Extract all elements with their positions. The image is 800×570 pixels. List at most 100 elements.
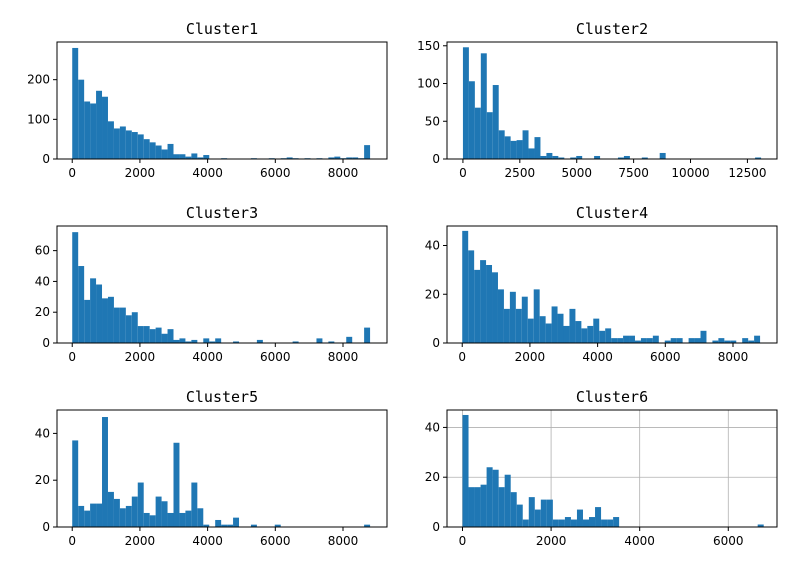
y-tick-label: 40 — [425, 239, 440, 253]
histogram-bar — [742, 338, 749, 343]
histogram-bar — [191, 482, 198, 527]
histogram-bar — [102, 298, 108, 343]
histogram-bar — [149, 142, 156, 159]
histogram-bar — [533, 289, 540, 343]
x-tick-label: 0 — [68, 166, 76, 180]
x-tick-label: 10000 — [671, 166, 709, 180]
histogram-bar — [557, 313, 564, 343]
x-tick-label: 6000 — [260, 166, 291, 180]
histogram-bar — [107, 491, 114, 527]
histogram-bar — [113, 128, 120, 159]
histogram-bar — [90, 503, 97, 527]
histogram-bar — [545, 323, 552, 343]
histogram-bar — [498, 487, 505, 527]
histogram-bar — [107, 121, 114, 159]
histogram-bar — [492, 85, 499, 159]
histogram-bar — [712, 340, 719, 343]
axes-frame — [56, 409, 388, 528]
histogram-bar — [292, 341, 299, 343]
histogram-bar — [227, 524, 234, 527]
x-tick-label: 0 — [68, 350, 76, 364]
histogram-bar — [179, 512, 186, 527]
histogram-bar — [575, 321, 582, 343]
y-tick-label: 40 — [425, 420, 440, 434]
x-tick-label: 0 — [459, 166, 467, 180]
histogram-bar — [623, 155, 630, 159]
histogram-bar — [84, 510, 91, 527]
histogram-bar — [601, 519, 608, 527]
cluster2-histogram: Cluster2 0 2500 5000 7500 10000 12500 0 50 100 15… — [417, 20, 778, 180]
y-tick-label: 40 — [35, 274, 50, 288]
chart-title: Cluster5 — [186, 388, 258, 406]
y-tick-label: 60 — [35, 244, 50, 258]
histogram-bar — [527, 318, 534, 343]
histogram-bar — [90, 103, 97, 159]
chart-title: Cluster3 — [186, 204, 258, 222]
histogram-bar — [209, 341, 216, 343]
histogram-bar — [334, 156, 341, 159]
chart-title: Cluster1 — [186, 20, 258, 38]
cluster3-histogram: Cluster3 0 2000 4000 6000 8000 0 20 40 60 — [35, 204, 388, 364]
y-tick-label: 0 — [42, 520, 50, 534]
cluster4-histogram: Cluster4 0 2000 4000 6000 8000 0 20 40 — [425, 204, 778, 364]
histogram-bar — [143, 512, 150, 527]
histogram-bar — [480, 260, 487, 343]
histogram-bar — [724, 340, 731, 343]
histogram-bar — [718, 338, 725, 343]
histogram-bar — [670, 338, 677, 343]
histogram-bar — [664, 340, 671, 343]
histogram-bar — [486, 112, 493, 159]
histogram-bar — [694, 338, 701, 343]
histogram-bar — [576, 509, 583, 527]
histogram-bar — [646, 338, 653, 343]
histogram-bar — [634, 340, 641, 343]
axes-frame — [446, 41, 778, 160]
y-tick-label: 100 — [27, 112, 50, 126]
chart-title: Cluster4 — [576, 204, 648, 222]
histogram-bar — [149, 329, 156, 343]
x-tick-label: 2000 — [536, 534, 567, 548]
histogram-bar — [155, 327, 162, 343]
histogram-bar — [480, 484, 487, 527]
x-tick-label: 2500 — [505, 166, 536, 180]
histogram-bar — [233, 517, 240, 527]
histogram-bar — [755, 157, 762, 159]
histogram-bar — [72, 232, 79, 343]
histogram-bar — [346, 336, 353, 343]
y-tick-label: 0 — [432, 520, 440, 534]
x-tick-label: 0 — [68, 534, 76, 548]
histogram-bar — [155, 145, 162, 159]
histogram-bar — [364, 524, 371, 527]
axes-frame — [446, 409, 778, 528]
x-tick-label: 8000 — [328, 166, 359, 180]
histogram-bar — [617, 338, 624, 343]
histogram-bar — [84, 299, 91, 343]
y-tick-label: 100 — [417, 77, 440, 91]
histogram-bar — [179, 154, 186, 159]
axes-frame — [446, 225, 778, 344]
histogram-bar — [161, 501, 168, 527]
histogram-bar — [96, 90, 103, 159]
histogram-bar — [119, 307, 126, 343]
histogram-bar — [563, 325, 570, 343]
histogram-bar — [522, 519, 529, 527]
histogram-bar — [474, 487, 481, 527]
histogram-bar — [552, 155, 559, 159]
histogram-bar — [113, 498, 120, 527]
histogram-bar — [107, 296, 114, 343]
histogram-bar — [137, 326, 144, 343]
histogram-bar — [131, 132, 138, 159]
histogram-bar — [576, 155, 583, 159]
histogram-bar — [137, 134, 144, 159]
histogram-bar — [131, 312, 138, 343]
histogram-bar — [102, 96, 108, 159]
histogram-bar — [688, 338, 695, 343]
histogram-bar — [185, 341, 192, 343]
histogram-bar — [274, 524, 281, 527]
histogram-bar — [131, 496, 138, 527]
y-tick-label: 200 — [27, 73, 50, 87]
histogram-bar — [595, 507, 602, 527]
histogram-bar — [569, 308, 576, 343]
histogram-bar — [215, 338, 222, 343]
histogram-bar — [173, 154, 180, 159]
